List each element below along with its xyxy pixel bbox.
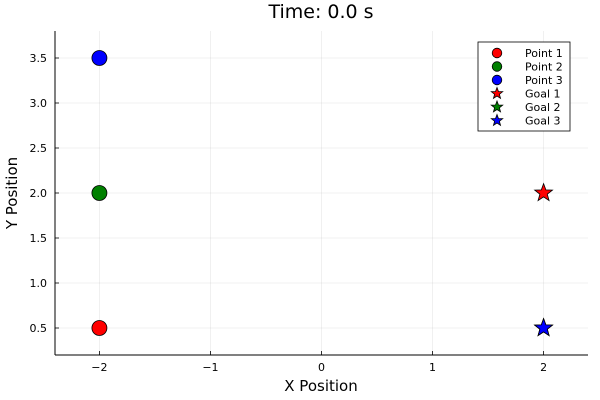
point-2-marker <box>91 185 108 201</box>
x-tick-label: 1 <box>429 361 436 374</box>
x-axis-title: X Position <box>284 377 357 395</box>
y-tick-label: 1.0 <box>30 277 48 290</box>
goal-3-marker <box>533 317 554 337</box>
y-tick-label: 3.0 <box>30 97 48 110</box>
legend-label-point-1: Point 1 <box>525 47 563 60</box>
legend-marker-goal-3 <box>490 113 504 127</box>
point-3-marker <box>91 50 108 66</box>
legend-label-goal-2: Goal 2 <box>525 101 561 114</box>
y-tick-label: 3.5 <box>30 52 48 65</box>
legend-marker-point-3 <box>491 74 503 86</box>
y-axis-title: Y Position <box>3 157 21 230</box>
legend-label-goal-3: Goal 3 <box>525 115 561 128</box>
legend-marker-point-1 <box>491 47 503 59</box>
legend-box <box>477 41 571 132</box>
y-tick-label: 0.5 <box>30 322 48 335</box>
chart-title: Time: 0.0 s <box>267 1 373 23</box>
x-tick-label: −2 <box>91 361 107 374</box>
x-tick-label: 2 <box>540 361 547 374</box>
ticks: −2 −1 0 1 2 0.5 1.0 1.5 2.0 2.5 3.0 3.5 <box>30 52 548 374</box>
x-tick-label: 0 <box>318 361 325 374</box>
legend-marker-goal-1 <box>490 86 504 100</box>
goal-1-marker <box>533 182 554 202</box>
legend-label-point-2: Point 2 <box>525 61 563 74</box>
legend-label-point-3: Point 3 <box>525 74 563 87</box>
legend-marker-goal-2 <box>490 99 504 113</box>
y-tick-label: 2.0 <box>30 187 48 200</box>
y-tick-label: 2.5 <box>30 142 48 155</box>
point-1-marker <box>91 320 108 336</box>
data-marks <box>91 50 554 337</box>
y-tick-label: 1.5 <box>30 232 48 245</box>
x-tick-label: −1 <box>202 361 218 374</box>
legend-label-goal-1: Goal 1 <box>525 88 561 101</box>
legend-marker-point-2 <box>491 61 503 72</box>
